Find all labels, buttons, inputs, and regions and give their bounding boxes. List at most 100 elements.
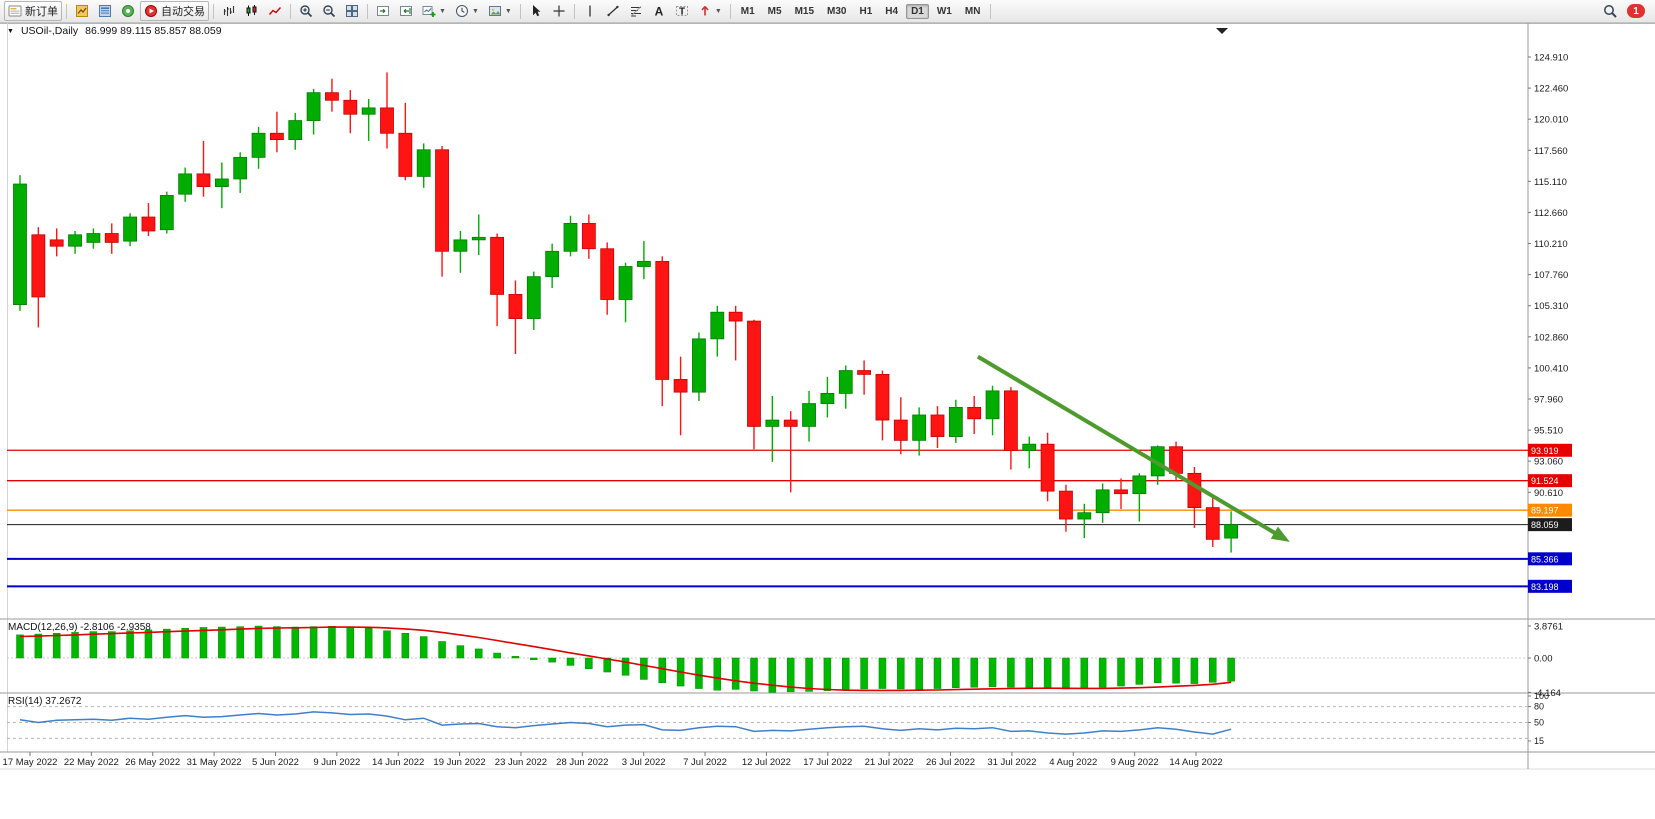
trend-arrow[interactable] — [976, 354, 1290, 542]
timeframe-button-H1[interactable]: H1 — [859, 5, 873, 17]
timeframe-button-MN[interactable]: MN — [964, 5, 981, 17]
svg-text:9 Aug 2022: 9 Aug 2022 — [1111, 757, 1159, 768]
svg-text:110.210: 110.210 — [1534, 239, 1568, 250]
svg-text:107.760: 107.760 — [1534, 270, 1568, 281]
timeframe-button-M1[interactable]: M1 — [740, 5, 755, 17]
toolbar-right-group: 1 — [1599, 1, 1651, 21]
zoom-out-button[interactable] — [318, 1, 340, 21]
fibo-icon — [630, 6, 642, 17]
new-order-button[interactable]: 新订单 — [4, 1, 62, 21]
svg-text:88.059: 88.059 — [1531, 520, 1559, 530]
auto-scroll-button[interactable] — [372, 1, 394, 21]
timeframe-button-W1[interactable]: W1 — [936, 5, 952, 17]
timeframe-button-M15[interactable]: M15 — [794, 5, 815, 17]
toolbar-separator — [729, 3, 731, 19]
market-watch-icon — [76, 5, 88, 17]
chart-frame — [0, 23, 1655, 770]
time-axis[interactable]: 17 May 2022 22 May 2022 26 May 2022 31 May … — [3, 752, 1223, 768]
templates-button[interactable]: ▼ — [484, 1, 516, 21]
bar-chart-button[interactable] — [218, 1, 240, 21]
vertical-line-button[interactable] — [579, 1, 601, 21]
toolbar: 新订单 自动交易 ▼ ▼ ▼ A T ▼ M1 M5 M15 M30 H1 H4 D1 W1 MN 1 — [0, 0, 1655, 23]
svg-text:19 Jun 2022: 19 Jun 2022 — [433, 757, 485, 768]
clock-icon — [455, 5, 468, 17]
svg-text:9 Jun 2022: 9 Jun 2022 — [313, 757, 360, 768]
chart-title: ▼ USOil-,Daily 86.999 89.115 85.857 88.0… — [7, 25, 222, 37]
svg-text:80: 80 — [1534, 702, 1544, 712]
svg-text:120.010: 120.010 — [1534, 115, 1568, 126]
timeframe-button-H4[interactable]: H4 — [885, 5, 899, 17]
svg-text:17 Jul 2022: 17 Jul 2022 — [803, 757, 852, 768]
navigator-button[interactable] — [117, 1, 139, 21]
horizontal-price-lines[interactable] — [7, 449, 1528, 588]
crosshair-button[interactable] — [548, 1, 570, 21]
trendline-button[interactable] — [602, 1, 624, 21]
price-line-labels: 93.919 91.524 89.197 88.059 85.366 83.198 — [1528, 443, 1572, 593]
svg-text:31 Jul 2022: 31 Jul 2022 — [987, 757, 1036, 768]
vline-icon — [589, 5, 591, 17]
svg-text:50: 50 — [1534, 717, 1544, 727]
toolbar-separator — [290, 3, 291, 19]
arrows-button[interactable]: ▼ — [694, 1, 726, 21]
svg-text:117.560: 117.560 — [1534, 146, 1568, 157]
chart-canvas[interactable]: 124.910 122.460 120.010 117.560 115.110 112.6… — [0, 23, 1655, 819]
notification-badge[interactable]: 1 — [1627, 4, 1645, 18]
svg-text:112.660: 112.660 — [1534, 208, 1568, 219]
tile-icon — [346, 5, 358, 17]
label-button[interactable]: T — [671, 1, 693, 21]
ohlc-readout: 86.999 89.115 85.857 88.059 — [85, 25, 222, 37]
timeframe-button-M30[interactable]: M30 — [827, 5, 847, 17]
zoom-in-icon — [300, 5, 313, 18]
new-order-icon — [8, 5, 22, 17]
dropdown-caret-icon[interactable]: ▼ — [471, 7, 479, 15]
svg-text:7 Jul 2022: 7 Jul 2022 — [683, 757, 727, 768]
svg-text:95.510: 95.510 — [1534, 426, 1563, 437]
label-icon: T — [675, 6, 688, 18]
autoscroll-icon — [377, 6, 389, 16]
svg-text:93.919: 93.919 — [1531, 446, 1559, 456]
new-chart-button[interactable]: ▼ — [418, 1, 450, 21]
line-icon — [268, 7, 282, 15]
timeframe-button-M5[interactable]: M5 — [767, 5, 782, 17]
svg-text:17 May 2022: 17 May 2022 — [3, 757, 58, 768]
svg-text:5 Jun 2022: 5 Jun 2022 — [252, 757, 299, 768]
chart-window[interactable]: 124.910 122.460 120.010 117.560 115.110 112.6… — [0, 23, 1655, 819]
svg-text:100: 100 — [1534, 691, 1549, 701]
search-icon[interactable] — [1599, 1, 1621, 21]
zoom-in-button[interactable] — [295, 1, 317, 21]
periods-button[interactable]: ▼ — [451, 1, 483, 21]
cursor-button[interactable] — [525, 1, 547, 21]
toolbar-separator — [213, 3, 214, 19]
fibonacci-button[interactable] — [625, 1, 647, 21]
price-axis[interactable]: 124.910 122.460 120.010 117.560 115.110 112.6… — [1528, 53, 1568, 499]
tile-windows-button[interactable] — [341, 1, 363, 21]
dropdown-caret-icon[interactable]: ▼ — [714, 7, 722, 15]
svg-text:100.410: 100.410 — [1534, 363, 1568, 374]
chart-shift-button[interactable] — [395, 1, 417, 21]
line-chart-button[interactable] — [264, 1, 286, 21]
rsi-line — [19, 711, 1232, 735]
toolbar-separator — [990, 3, 992, 19]
svg-text:-4.164: -4.164 — [1534, 688, 1561, 699]
dropdown-caret-icon[interactable]: ▼ — [439, 7, 446, 15]
text-icon: A — [654, 5, 663, 19]
svg-text:21 Jul 2022: 21 Jul 2022 — [865, 757, 914, 768]
svg-text:124.910: 124.910 — [1534, 53, 1568, 64]
market-watch-button[interactable] — [71, 1, 93, 21]
text-button[interactable]: A — [648, 1, 670, 21]
autotrading-button[interactable]: 自动交易 — [140, 1, 209, 21]
data-window-button[interactable] — [94, 1, 116, 21]
scroll-to-end-marker — [1216, 28, 1228, 34]
autotrading-icon — [145, 5, 157, 17]
toolbar-main-group: 新订单 自动交易 ▼ ▼ ▼ A T ▼ M1 M5 M15 M30 H1 H4 D1 W1 MN — [4, 1, 994, 21]
candlestick-chart-button[interactable] — [241, 1, 263, 21]
dropdown-caret-icon[interactable]: ▼ — [504, 7, 512, 15]
trendline-icon — [607, 5, 619, 17]
timeframe-button-D1[interactable]: D1 — [906, 3, 929, 19]
svg-text:115.110: 115.110 — [1534, 177, 1567, 188]
svg-text:15: 15 — [1534, 736, 1544, 746]
svg-text:91.524: 91.524 — [1531, 476, 1559, 486]
data-window-icon — [99, 5, 111, 17]
collapse-icon[interactable]: ▼ — [7, 27, 14, 35]
